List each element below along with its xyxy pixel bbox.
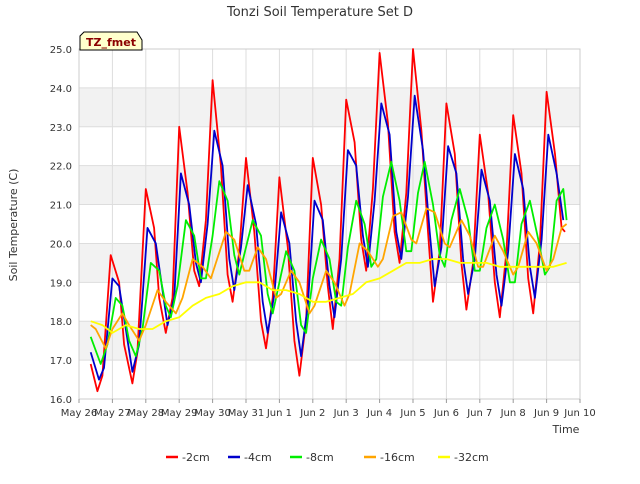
x-tick-label: Jun 10	[563, 408, 596, 419]
legend-label: -8cm	[306, 451, 334, 464]
y-tick-label: 17.0	[50, 356, 72, 367]
y-axis-ticks: 16.0 17.0 18.0 19.0 20.0 21.0 22.0 23.0 24.0 25.0	[50, 45, 72, 406]
y-tick-label: 24.0	[50, 84, 72, 95]
legend-label: -32cm	[454, 451, 489, 464]
x-tick-label: Jun 4	[366, 408, 392, 419]
x-tick-label: May 26	[61, 408, 98, 419]
y-tick-label: 23.0	[50, 123, 72, 134]
x-tick-label: May 29	[161, 408, 198, 419]
tz-fmet-badge: TZ_fmet	[79, 31, 143, 51]
y-tick-label: 16.0	[50, 395, 72, 406]
x-tick-label: Jun 3	[333, 408, 359, 419]
y-tick-label: 22.0	[50, 162, 72, 173]
background-band	[79, 87, 580, 127]
background-band	[79, 165, 580, 205]
series-line-4cmcm	[89, 94, 565, 381]
x-tick-label: Jun 7	[466, 408, 492, 419]
legend-item: -16cm	[364, 451, 415, 464]
x-tick-label: May 31	[228, 408, 265, 419]
legend-item: -2cm	[166, 451, 210, 464]
legend: -2cm -4cm -8cm -16cm -32cm	[166, 451, 489, 464]
legend-label: -2cm	[182, 451, 210, 464]
x-tick-label: Jun 5	[399, 408, 425, 419]
plot-frame	[78, 48, 581, 400]
y-tick-label: 18.0	[50, 317, 72, 328]
legend-item: -8cm	[290, 451, 334, 464]
y-tick-label: 21.0	[50, 201, 72, 212]
x-tick-label: Jun 6	[433, 408, 459, 419]
x-tick-label: Jun 9	[533, 408, 559, 419]
x-tick-label: May 30	[194, 408, 231, 419]
legend-item: -32cm	[438, 451, 489, 464]
y-tick-label: 25.0	[50, 45, 72, 56]
legend-item: -4cm	[228, 451, 272, 464]
series-line-2cmcm	[89, 48, 566, 393]
tz-fmet-badge-label: TZ_fmet	[86, 36, 136, 49]
y-tick-label: 19.0	[50, 278, 72, 289]
background-band	[79, 321, 580, 361]
legend-label: -4cm	[244, 451, 272, 464]
chart-title: Tonzi Soil Temperature Set D	[226, 5, 413, 20]
series-line-32cmcm	[90, 258, 567, 334]
x-tick-label: Jun 2	[299, 408, 325, 419]
x-tick-label: Jun 1	[266, 408, 292, 419]
x-tick-label: May 28	[128, 408, 165, 419]
y-axis-label: Soil Temperature (C)	[7, 169, 20, 282]
legend-label: -16cm	[380, 451, 415, 464]
y-tick-label: 20.0	[50, 239, 72, 250]
x-tick-label: May 27	[94, 408, 131, 419]
series-lines	[89, 48, 568, 393]
series-line-16cmcm	[90, 207, 568, 350]
x-axis-label: Time	[552, 423, 580, 436]
x-tick-label: Jun 8	[500, 408, 526, 419]
